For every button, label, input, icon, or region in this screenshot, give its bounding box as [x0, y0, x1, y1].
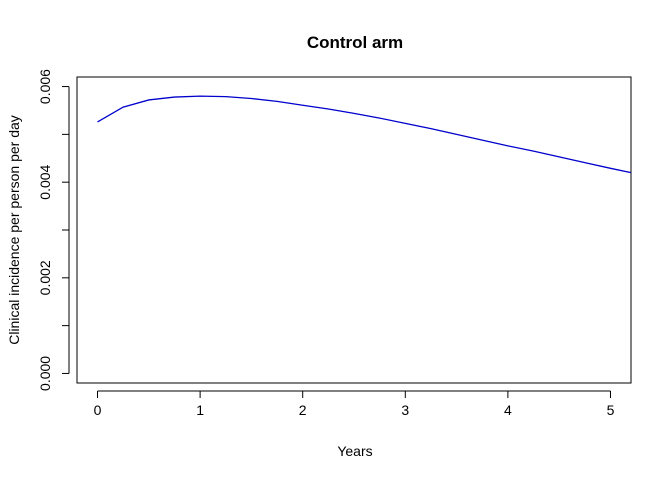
y-tick-label: 0.006 [37, 69, 53, 104]
x-tick-label: 5 [607, 402, 615, 418]
y-tick-label: 0.004 [37, 164, 53, 199]
x-axis: 0 1 2 3 4 5 [94, 390, 615, 418]
y-tick-label: 0.000 [37, 356, 53, 391]
series-line [97, 95, 632, 174]
x-tick-label: 2 [299, 402, 307, 418]
y-tick-label: 0.002 [37, 260, 53, 295]
x-tick-label: 4 [504, 402, 512, 418]
x-tick-label: 1 [196, 402, 204, 418]
x-axis-label: Years [337, 443, 372, 459]
chart-title: Control arm [307, 33, 403, 52]
y-axis-label: Clinical incidence per person per day [6, 115, 22, 345]
x-tick-label: 0 [94, 402, 102, 418]
plot-frame [76, 76, 632, 384]
y-axis: 0.000 0.002 0.004 0.006 [37, 69, 70, 391]
x-tick-label: 3 [401, 402, 409, 418]
